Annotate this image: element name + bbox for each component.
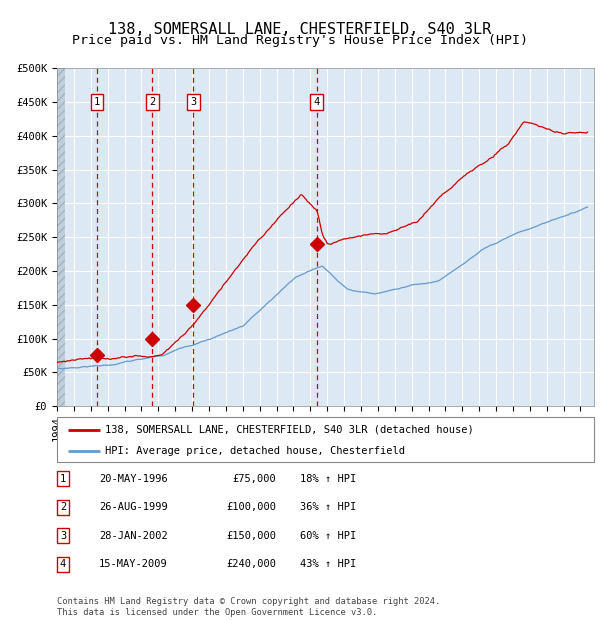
Text: 18% ↑ HPI: 18% ↑ HPI [300,474,356,484]
Text: Contains HM Land Registry data © Crown copyright and database right 2024.
This d: Contains HM Land Registry data © Crown c… [57,598,440,617]
Text: Price paid vs. HM Land Registry's House Price Index (HPI): Price paid vs. HM Land Registry's House … [72,34,528,47]
Text: £100,000: £100,000 [226,502,276,512]
Text: 28-JAN-2002: 28-JAN-2002 [99,531,168,541]
FancyBboxPatch shape [57,417,594,462]
Text: £240,000: £240,000 [226,559,276,569]
Text: 26-AUG-1999: 26-AUG-1999 [99,502,168,512]
Text: 1: 1 [60,474,66,484]
Text: HPI: Average price, detached house, Chesterfield: HPI: Average price, detached house, Ches… [106,446,406,456]
Text: 43% ↑ HPI: 43% ↑ HPI [300,559,356,569]
Text: 15-MAY-2009: 15-MAY-2009 [99,559,168,569]
Text: 20-MAY-1996: 20-MAY-1996 [99,474,168,484]
Bar [57,68,65,406]
Text: 138, SOMERSALL LANE, CHESTERFIELD, S40 3LR: 138, SOMERSALL LANE, CHESTERFIELD, S40 3… [109,22,491,37]
Text: 138, SOMERSALL LANE, CHESTERFIELD, S40 3LR (detached house): 138, SOMERSALL LANE, CHESTERFIELD, S40 3… [106,425,474,435]
Text: 1: 1 [94,97,100,107]
Text: 60% ↑ HPI: 60% ↑ HPI [300,531,356,541]
Text: £75,000: £75,000 [232,474,276,484]
Text: £150,000: £150,000 [226,531,276,541]
Text: 2: 2 [149,97,155,107]
Text: 4: 4 [313,97,320,107]
Text: 36% ↑ HPI: 36% ↑ HPI [300,502,356,512]
Text: 3: 3 [60,531,66,541]
Text: 2: 2 [60,502,66,512]
Text: 3: 3 [190,97,196,107]
Text: 4: 4 [60,559,66,569]
